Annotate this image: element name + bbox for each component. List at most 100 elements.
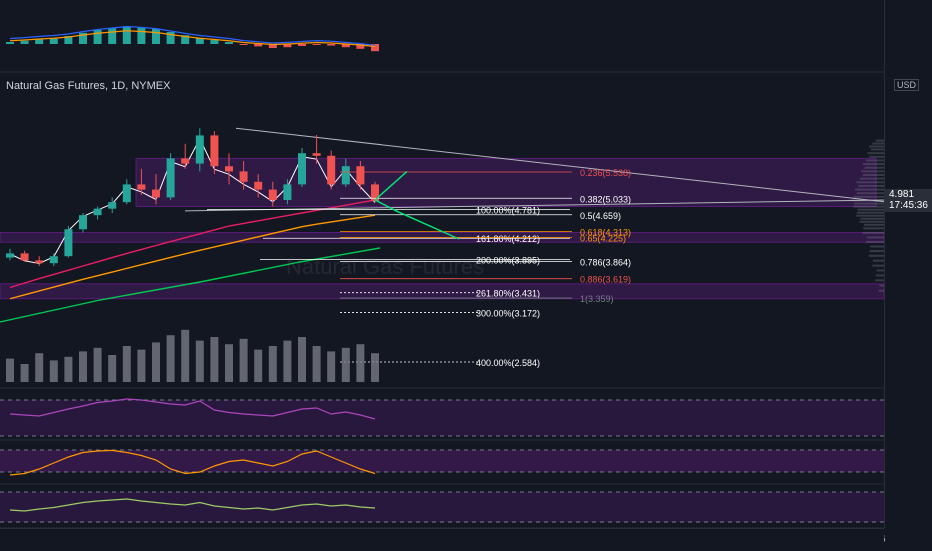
fib-retracement-label: 0.236(5.538) [580,168,631,178]
volume-profile-bar [864,166,884,169]
candle-body [254,181,263,190]
macd-histogram-bar [298,44,306,46]
macd-histogram-bar [93,30,102,44]
osc-band [0,492,884,522]
candle-body [327,155,336,185]
macd-histogram-bar [166,32,175,44]
volume-bar [108,355,117,382]
volume-profile-bar [869,145,884,148]
volume-profile-bar [858,184,884,187]
candle-body [210,135,219,167]
volume-bar [93,347,102,382]
macd-histogram-bar [181,35,190,44]
macd-histogram-bar [371,44,379,52]
candle-body [79,215,87,230]
macd-histogram-bar [283,44,292,48]
ema-orange-line [9,214,376,300]
volume-profile-bar [862,231,884,234]
currency-label[interactable]: USD [894,79,920,91]
volume-profile-bar [856,181,884,184]
volume-profile-bar [861,170,884,173]
fib-retracement-label: 1(3.359) [580,294,614,304]
fib-extension-label: 200.00%(3.895) [476,255,540,265]
candle-body [122,184,131,203]
volume-bar [181,329,190,382]
volume-profile-bar [857,208,884,211]
last-price-tag: 4.981 17:45:36 [885,189,932,212]
macd-histogram-bar [341,44,350,48]
volume-profile-bar [872,142,884,145]
macd-histogram-bar [108,28,117,44]
candle-body [93,208,102,216]
macd-histogram-bar [210,40,219,44]
volume-profile-bar [879,284,884,287]
volume-profile-bar [870,245,884,248]
macd-line [9,25,376,46]
fib-retracement-label: 0.786(3.864) [580,258,631,268]
rsi-band [0,400,884,436]
fib-extension-label: 400.00%(2.584) [476,358,540,368]
volume-profile-bar [875,274,884,277]
fib-extension-label: 300.00%(3.172) [476,308,540,318]
bar-countdown: 17:45:36 [889,200,928,211]
price-scale[interactable] [884,0,932,528]
candle-body [49,256,58,264]
candle-body [268,189,277,200]
volume-profile-bar [863,174,884,176]
candle-body [35,260,44,264]
volume-profile-bar [856,192,884,195]
volume-bar [341,347,350,382]
volume-profile-bar [859,177,884,180]
volume-profile-bar [863,227,884,230]
ma-white-line [9,137,376,265]
macd-histogram-bar [64,36,73,44]
volume-bar [195,340,204,382]
candle-body [166,158,175,198]
volume-profile-bar [869,250,884,253]
volume-bar [268,346,277,382]
volume-profile-bar [865,240,884,243]
volume-bar [371,353,379,382]
macd-histogram-bar [20,40,29,44]
stoch-line [9,449,376,476]
macd-histogram-bar [312,44,321,45]
volume-bar [356,344,365,382]
macd-histogram-bar [327,44,336,46]
ema-green-line [0,247,381,323]
volume-profile-bar [853,205,884,208]
fib-extension-label: 100.00%(4.781) [476,205,540,215]
volume-profile-bar [872,259,884,262]
volume-bar [210,337,219,382]
volume-profile-bar [869,155,884,158]
fib-retracement-label: 0.5(4.659) [580,211,621,221]
volume-bar [35,353,44,382]
candle-body [137,184,146,190]
volume-profile-bar [862,163,884,166]
candle-body [108,202,117,209]
fib-retracement-label: 0.886(3.619) [580,275,631,285]
macd-histogram-bar [49,38,58,44]
candle-body [20,253,29,261]
candle-body [312,153,321,156]
volume-profile-bar [859,220,884,223]
volume-profile-bar [875,279,884,282]
triangle-lower-line [184,199,885,212]
volume-bar [254,349,263,382]
volume-profile-bar [868,254,884,257]
stoch-band [0,450,884,472]
time-axis[interactable] [0,528,884,551]
macd-histogram-bar [356,44,365,49]
volume-profile-bar [863,223,884,226]
macd-histogram-bar [254,44,263,47]
candle-body [283,184,292,200]
volume-bar [298,337,306,382]
volume-bar [137,349,146,382]
volume-profile-bar [866,159,884,162]
volume-profile-bar [872,264,884,267]
volume-profile-bar [854,188,884,191]
candle-body [152,189,160,198]
volume-bar [239,338,248,382]
volume-bar [283,340,292,382]
candle-body [298,153,306,185]
volume-bar [152,342,160,382]
